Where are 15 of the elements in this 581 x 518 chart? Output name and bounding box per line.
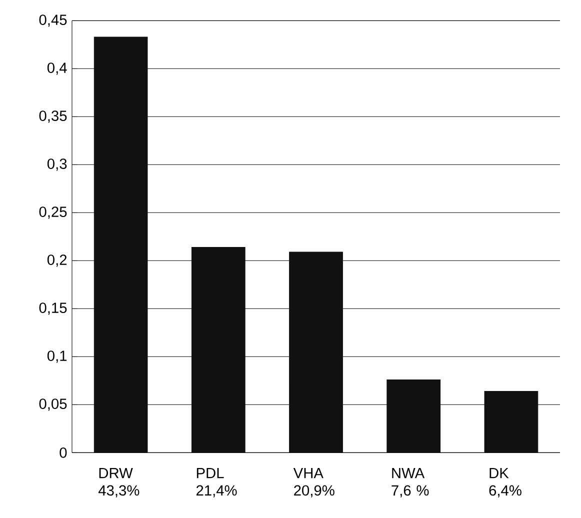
x-tick-label: NWA 7,6 % xyxy=(392,468,429,498)
y-tick-label: 0,1 xyxy=(47,350,67,363)
x-tick-label: DRW 43,3% xyxy=(98,468,140,498)
x-tick-label: PDL 21,4% xyxy=(196,468,237,498)
x-tick-label: VHA 20,9% xyxy=(293,468,334,498)
y-tick-label: 0,4 xyxy=(47,62,67,75)
y-tick-label: 0 xyxy=(60,447,67,458)
y-tick-label: 0,05 xyxy=(39,398,67,411)
y-tick-label: 0,35 xyxy=(39,110,67,123)
y-tick-label: 0,25 xyxy=(39,206,67,219)
y-tick-label: 0,15 xyxy=(39,302,67,315)
x-tick-label: DK 6,4% xyxy=(489,468,522,498)
y-tick-label: 0,45 xyxy=(39,14,67,27)
y-tick-label: 0,3 xyxy=(47,158,67,171)
y-tick-label: 0,2 xyxy=(47,254,67,267)
